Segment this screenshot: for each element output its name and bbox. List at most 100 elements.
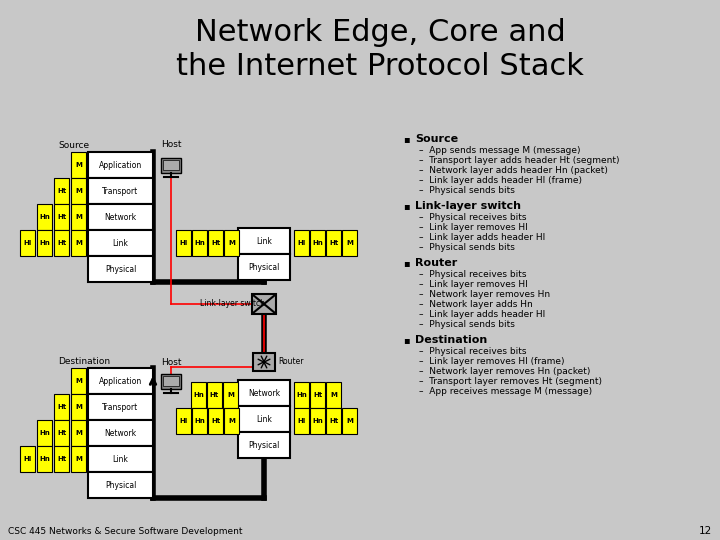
Text: Application: Application [99,376,142,386]
Text: –  Network layer removes Hn: – Network layer removes Hn [419,290,550,299]
Bar [163,375,179,386]
Text: M: M [330,392,337,398]
Bar [88,394,153,420]
Bar [88,368,153,394]
Text: M: M [228,418,235,424]
Text: M: M [75,456,82,462]
Text: Ht: Ht [57,188,66,194]
Bar [71,446,86,472]
Bar [238,380,290,406]
Text: –  Network layer adds Hn: – Network layer adds Hn [419,300,533,309]
Text: –  Physical sends bits: – Physical sends bits [419,186,515,195]
Text: Network: Network [248,388,280,397]
Text: Network: Network [104,429,137,437]
Bar [192,408,207,434]
Bar [191,382,206,408]
Bar [161,374,181,388]
Text: Destination: Destination [415,335,487,345]
Text: Physical: Physical [248,262,279,272]
Text: –  Transport layer removes Ht (segment): – Transport layer removes Ht (segment) [419,377,602,386]
Text: Ht: Ht [57,214,66,220]
Bar [161,158,181,172]
Text: Ht: Ht [211,418,220,424]
Text: Hl: Hl [297,240,305,246]
Bar [88,420,153,446]
Bar [176,408,191,434]
Bar [208,408,223,434]
Text: –  App receives message M (message): – App receives message M (message) [419,387,592,396]
Text: –  Link layer adds header Hl: – Link layer adds header Hl [419,233,545,242]
Text: Source: Source [415,134,458,144]
Bar [37,420,52,446]
Bar [224,408,239,434]
Text: –  Link layer removes Hl (frame): – Link layer removes Hl (frame) [419,357,564,366]
Text: –  Transport layer adds header Ht (segment): – Transport layer adds header Ht (segmen… [419,156,619,165]
Text: Hn: Hn [39,430,50,436]
Bar [342,230,357,256]
Bar [71,178,86,204]
Text: Ht: Ht [329,418,338,424]
Bar [223,382,238,408]
Text: Network: Network [104,213,137,221]
Bar [54,446,69,472]
Text: Ht: Ht [57,430,66,436]
Text: Hn: Hn [39,456,50,462]
Text: Hl: Hl [179,240,188,246]
Text: Hl: Hl [23,240,32,246]
Bar [71,420,86,446]
Text: –  Physical receives bits: – Physical receives bits [419,213,526,222]
Bar [294,382,309,408]
Text: Link: Link [112,455,128,463]
Bar [192,230,207,256]
Text: M: M [75,378,82,384]
Text: M: M [75,214,82,220]
Text: Hn: Hn [312,418,323,424]
Text: –  Physical sends bits: – Physical sends bits [419,243,515,252]
Text: M: M [75,188,82,194]
Text: Physical: Physical [105,481,136,489]
Text: M: M [228,240,235,246]
Text: –  Network layer adds header Hn (packet): – Network layer adds header Hn (packet) [419,166,608,175]
Bar [252,294,276,314]
Text: Transport: Transport [102,186,139,195]
Bar [310,382,325,408]
Text: Ht: Ht [57,240,66,246]
Text: M: M [346,418,353,424]
Text: Router: Router [415,258,457,268]
Text: Hn: Hn [194,418,205,424]
Text: Destination: Destination [58,357,110,366]
Text: Hl: Hl [179,418,188,424]
Text: Ht: Ht [211,240,220,246]
Bar [207,382,222,408]
Text: M: M [75,162,82,168]
Text: Transport: Transport [102,402,139,411]
Bar [37,446,52,472]
Text: M: M [75,430,82,436]
Text: Ht: Ht [313,392,322,398]
Text: M: M [75,240,82,246]
Bar [342,408,357,434]
Bar [238,228,290,254]
Text: Physical: Physical [248,441,279,449]
Bar [294,230,309,256]
Text: –  Physical receives bits: – Physical receives bits [419,270,526,279]
Text: Ht: Ht [329,240,338,246]
Bar [326,408,341,434]
Text: Hl: Hl [23,456,32,462]
Text: Source: Source [58,141,89,150]
Text: Link: Link [256,237,272,246]
Bar [88,178,153,204]
Bar [294,408,309,434]
Text: M: M [75,404,82,410]
Text: Link: Link [256,415,272,423]
Bar [208,230,223,256]
Bar [71,368,86,394]
Bar [37,230,52,256]
Text: Ht: Ht [57,456,66,462]
Text: –  Physical receives bits: – Physical receives bits [419,347,526,356]
Text: –  App sends message M (message): – App sends message M (message) [419,146,580,155]
Bar [54,204,69,230]
Text: –  Network layer removes Hn (packet): – Network layer removes Hn (packet) [419,367,590,376]
Bar [88,204,153,230]
Text: ▪: ▪ [403,258,410,268]
